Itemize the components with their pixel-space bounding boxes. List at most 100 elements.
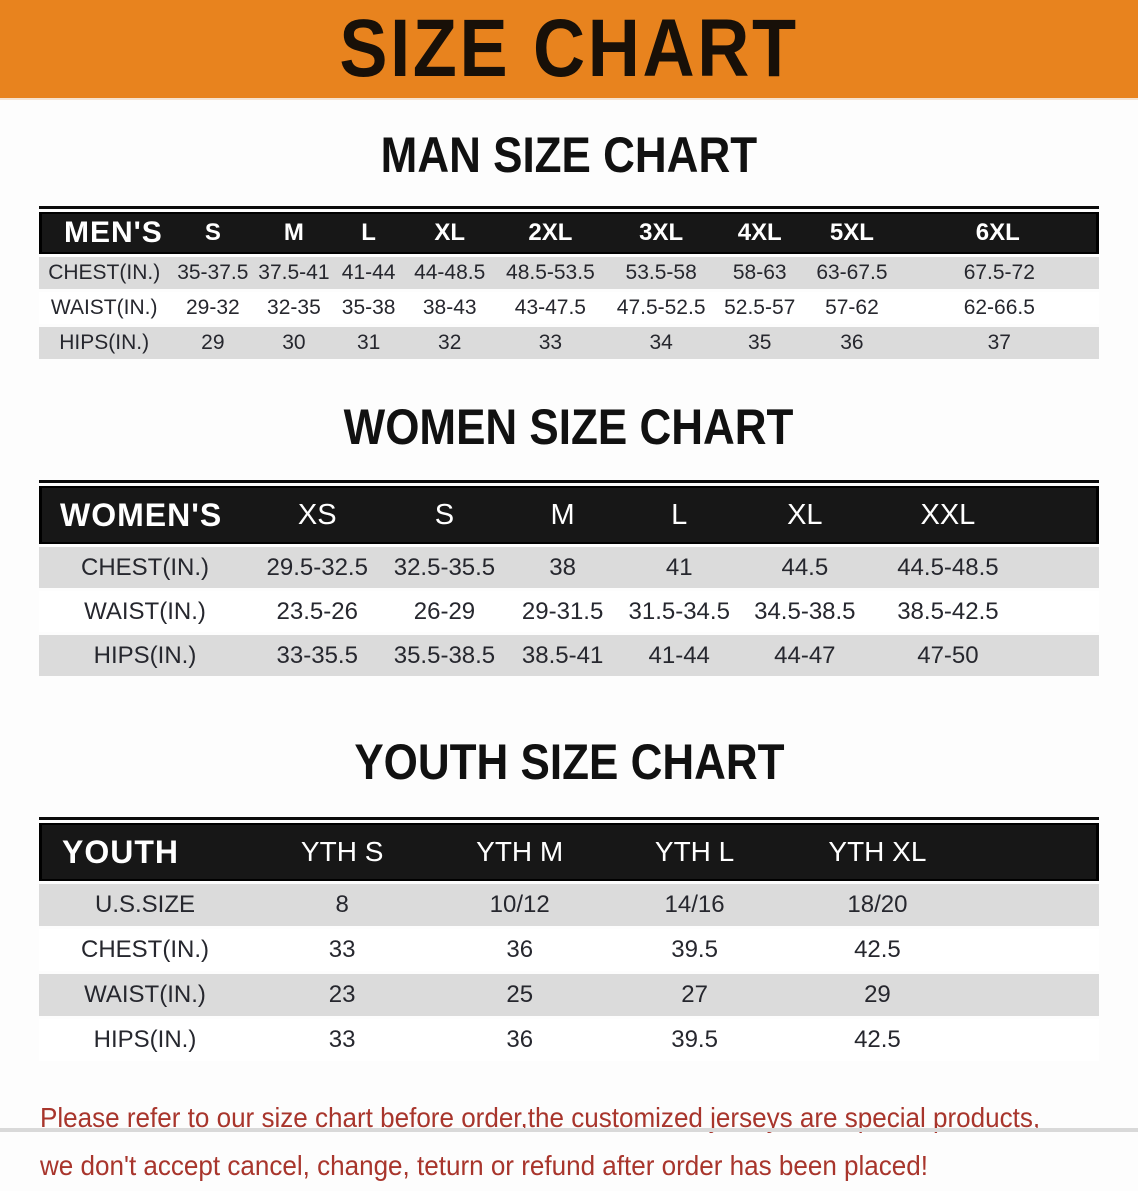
measurement-value: 30 bbox=[256, 327, 332, 359]
measurement-row-label: U.S.SIZE bbox=[39, 884, 251, 926]
measurement-row-label: HIPS(IN.) bbox=[39, 1019, 251, 1061]
measurement-value: 37.5-41 bbox=[256, 257, 332, 289]
measurement-value: 34.5-38.5 bbox=[738, 591, 872, 632]
bottom-edge-divider bbox=[0, 1128, 1138, 1132]
measurement-value: 32-35 bbox=[256, 292, 332, 324]
youth-size-table: YOUTH YTH S YTH M YTH L YTH XL U.S.SIZE 8 10/12… bbox=[39, 817, 1099, 1064]
measurement-value: 47.5-52.5 bbox=[607, 292, 716, 324]
size-column-header: 6XL bbox=[899, 212, 1099, 254]
measurement-value: 32.5-35.5 bbox=[383, 547, 506, 588]
women-section-title: WOMEN SIZE CHART bbox=[0, 402, 1138, 452]
measurement-row-label: HIPS(IN.) bbox=[39, 635, 251, 676]
measurement-value: 38-43 bbox=[405, 292, 494, 324]
size-column-header: L bbox=[619, 486, 739, 544]
size-column-header: M bbox=[256, 212, 332, 254]
table-row: WAIST(IN.) 23 25 27 29 bbox=[39, 974, 1099, 1016]
filler-cell bbox=[971, 884, 1099, 926]
table-group-label: WOMEN'S bbox=[39, 486, 251, 544]
measurement-value: 43-47.5 bbox=[493, 292, 608, 324]
measurement-value: 44.5 bbox=[738, 547, 872, 588]
disclaimer-line-1: Please refer to our size chart before or… bbox=[40, 1102, 1041, 1133]
table-row: CHEST(IN.) 29.5-32.5 32.5-35.5 38 41 44.5 44.5… bbox=[39, 547, 1099, 588]
measurement-value: 29.5-32.5 bbox=[251, 547, 384, 588]
filler-cell bbox=[1024, 591, 1099, 632]
measurement-value: 23.5-26 bbox=[251, 591, 384, 632]
size-column-header: 4XL bbox=[715, 212, 805, 254]
measurement-value: 39.5 bbox=[606, 1019, 784, 1061]
measurement-row-label: HIPS(IN.) bbox=[39, 327, 170, 359]
measurement-value: 29-31.5 bbox=[505, 591, 620, 632]
size-column-header: S bbox=[383, 486, 506, 544]
measurement-value: 42.5 bbox=[783, 929, 972, 971]
table-row: WAIST(IN.) 23.5-26 26-29 29-31.5 31.5-34.5 34… bbox=[39, 591, 1099, 632]
filler-cell bbox=[971, 974, 1099, 1016]
size-column-header: YTH M bbox=[433, 823, 607, 881]
banner-title: SIZE CHART bbox=[339, 3, 799, 94]
table-row: CHEST(IN.) 33 36 39.5 42.5 bbox=[39, 929, 1099, 971]
measurement-row-label: WAIST(IN.) bbox=[39, 974, 251, 1016]
size-column-header: YTH L bbox=[606, 823, 784, 881]
measurement-value: 26-29 bbox=[383, 591, 506, 632]
measurement-value: 29 bbox=[783, 974, 972, 1016]
measurement-row-label: CHEST(IN.) bbox=[39, 257, 170, 289]
size-column-header: XS bbox=[251, 486, 384, 544]
size-column-header: M bbox=[505, 486, 620, 544]
table-group-label: MEN'S bbox=[39, 212, 170, 254]
measurement-value: 47-50 bbox=[871, 635, 1025, 676]
measurement-value: 25 bbox=[433, 974, 607, 1016]
measurement-row-label: CHEST(IN.) bbox=[39, 929, 251, 971]
measurement-value: 33 bbox=[493, 327, 608, 359]
measurement-row-label: CHEST(IN.) bbox=[39, 547, 251, 588]
table-row: HIPS(IN.) 33 36 39.5 42.5 bbox=[39, 1019, 1099, 1061]
measurement-value: 10/12 bbox=[433, 884, 607, 926]
measurement-value: 32 bbox=[405, 327, 494, 359]
filler-cell bbox=[1024, 635, 1099, 676]
size-column-header: 5XL bbox=[804, 212, 900, 254]
filler-cell bbox=[971, 1019, 1099, 1061]
measurement-value: 35-37.5 bbox=[169, 257, 257, 289]
women-size-table: WOMEN'S XS S M L XL XXL CHEST(IN.) 29.5-32.5 32.5… bbox=[39, 480, 1099, 679]
measurement-value: 33-35.5 bbox=[251, 635, 384, 676]
women-section-title-text: WOMEN SIZE CHART bbox=[344, 399, 794, 455]
measurement-value: 8 bbox=[251, 884, 434, 926]
size-chart-banner: SIZE CHART bbox=[0, 0, 1138, 100]
size-column-header: 2XL bbox=[493, 212, 608, 254]
measurement-value: 57-62 bbox=[804, 292, 900, 324]
measurement-value: 33 bbox=[251, 1019, 434, 1061]
men-section-title-text: MAN SIZE CHART bbox=[380, 127, 758, 183]
table-row: HIPS(IN.) 29 30 31 32 33 34 35 36 37 bbox=[39, 327, 1099, 359]
youth-section-title: YOUTH SIZE CHART bbox=[0, 737, 1138, 787]
disclaimer-text: Please refer to our size chart before or… bbox=[40, 1094, 1138, 1191]
measurement-value: 39.5 bbox=[606, 929, 784, 971]
size-column-header: XL bbox=[738, 486, 872, 544]
men-size-table: MEN'S S M L XL 2XL 3XL 4XL 5XL 6XL CHEST(IN.) 35-37… bbox=[39, 206, 1099, 362]
measurement-value: 58-63 bbox=[715, 257, 805, 289]
filler-cell bbox=[1024, 486, 1099, 544]
measurement-value: 44.5-48.5 bbox=[871, 547, 1025, 588]
measurement-row-label: WAIST(IN.) bbox=[39, 591, 251, 632]
measurement-value: 67.5-72 bbox=[899, 257, 1099, 289]
table-row: U.S.SIZE 8 10/12 14/16 18/20 bbox=[39, 884, 1099, 926]
measurement-value: 18/20 bbox=[783, 884, 972, 926]
measurement-value: 36 bbox=[433, 929, 607, 971]
measurement-value: 41-44 bbox=[331, 257, 406, 289]
measurement-value: 31 bbox=[331, 327, 406, 359]
size-column-header: XL bbox=[405, 212, 494, 254]
measurement-value: 29-32 bbox=[169, 292, 257, 324]
measurement-value: 23 bbox=[251, 974, 434, 1016]
size-column-header: S bbox=[169, 212, 257, 254]
filler-cell bbox=[1024, 547, 1099, 588]
measurement-value: 27 bbox=[606, 974, 784, 1016]
measurement-value: 35.5-38.5 bbox=[383, 635, 506, 676]
measurement-row-label: WAIST(IN.) bbox=[39, 292, 170, 324]
measurement-value: 41 bbox=[619, 547, 739, 588]
measurement-value: 41-44 bbox=[619, 635, 739, 676]
measurement-value: 35-38 bbox=[331, 292, 406, 324]
table-group-label: YOUTH bbox=[39, 823, 251, 881]
size-column-header: 3XL bbox=[607, 212, 716, 254]
measurement-value: 31.5-34.5 bbox=[619, 591, 739, 632]
measurement-value: 62-66.5 bbox=[899, 292, 1099, 324]
measurement-value: 34 bbox=[607, 327, 716, 359]
measurement-value: 14/16 bbox=[606, 884, 784, 926]
measurement-value: 38.5-42.5 bbox=[871, 591, 1025, 632]
